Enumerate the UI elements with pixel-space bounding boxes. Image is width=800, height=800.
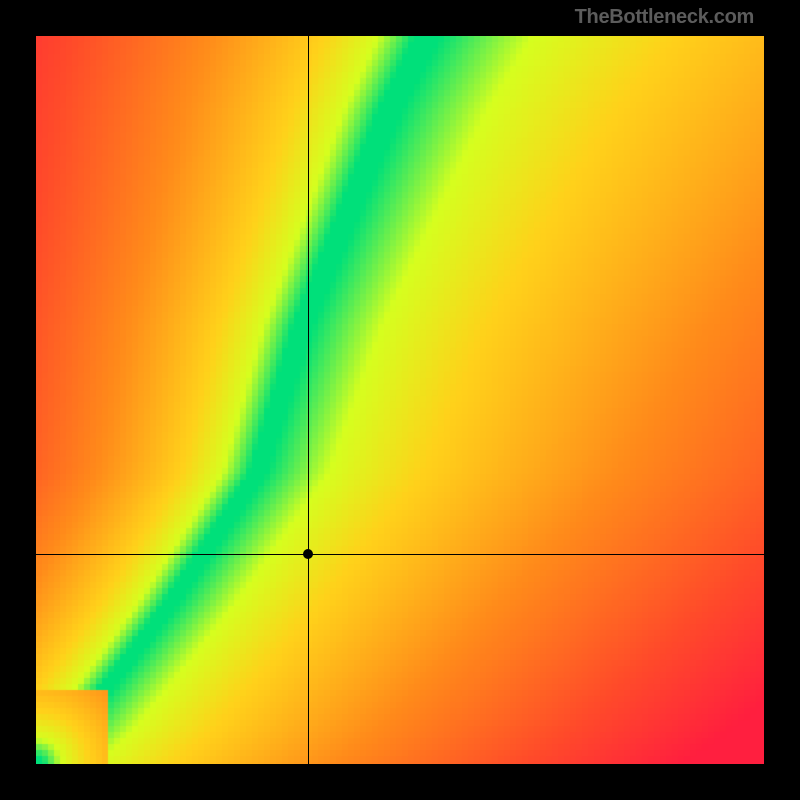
crosshair-vertical <box>308 36 309 764</box>
plot-area <box>36 36 764 764</box>
watermark-text: TheBottleneck.com <box>575 6 754 29</box>
bottleneck-heatmap <box>36 36 764 764</box>
chart-frame: TheBottleneck.com <box>0 0 800 800</box>
crosshair-horizontal <box>36 554 764 555</box>
